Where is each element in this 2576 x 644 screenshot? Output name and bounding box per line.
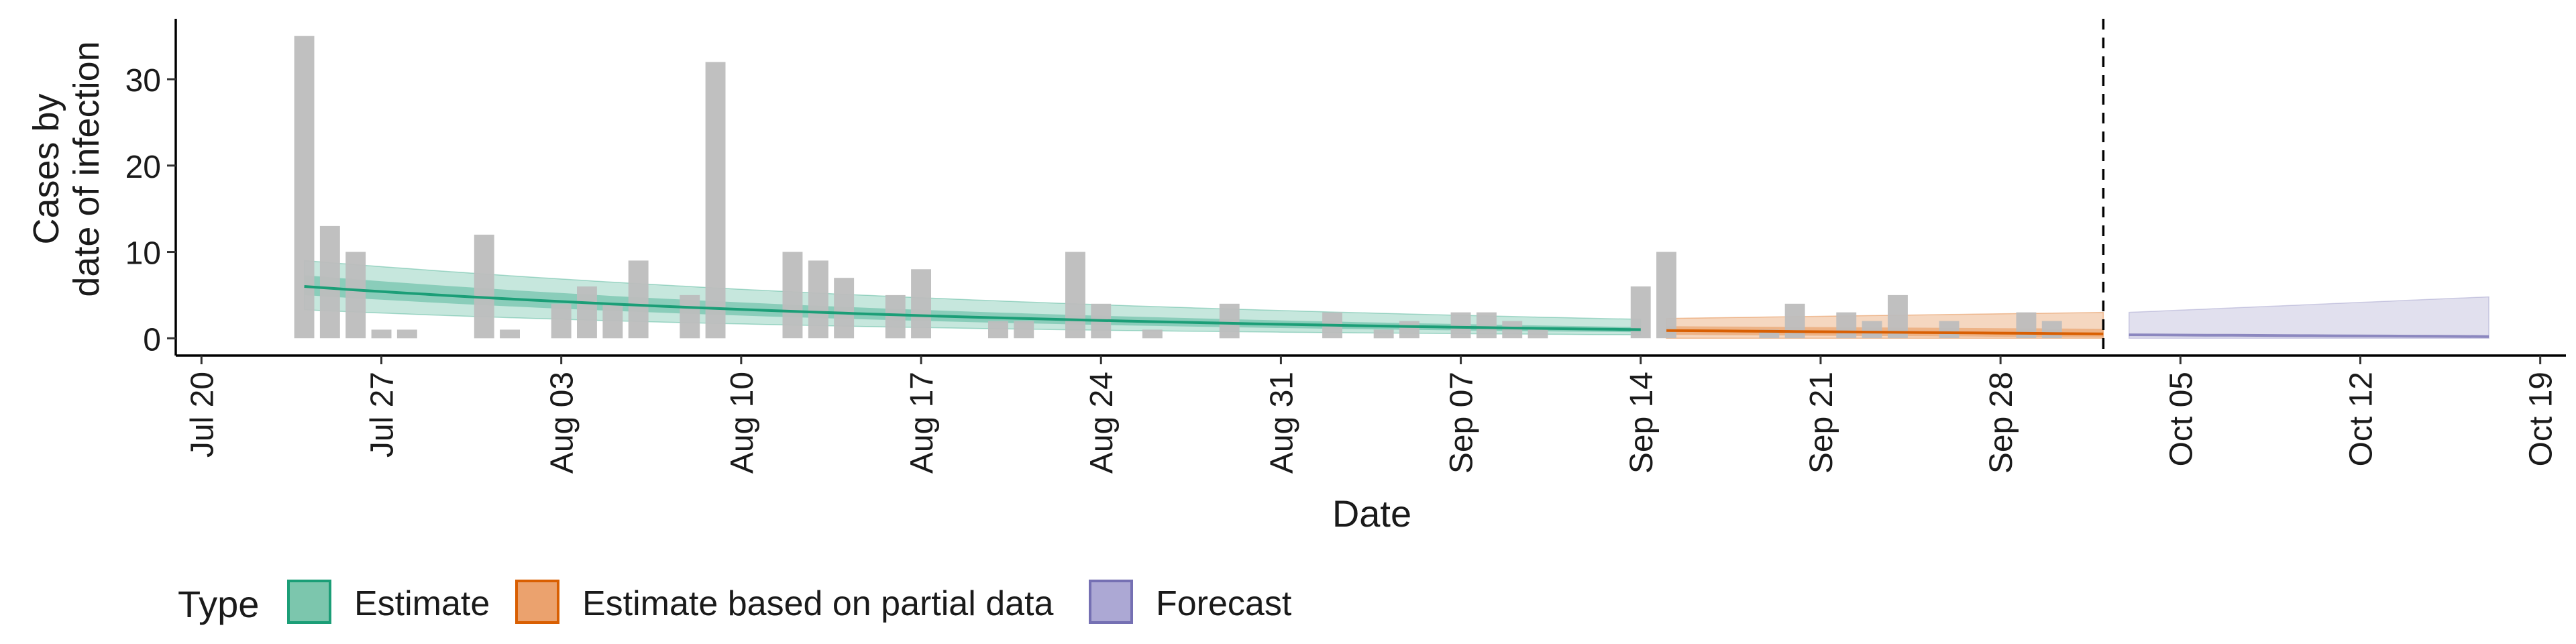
bar-2020-09-04 xyxy=(1373,329,1394,339)
y-tick-label-10: 10 xyxy=(125,236,161,272)
x-tick-label-2020-07-20: Jul 20 xyxy=(184,372,220,458)
y-axis-label-line-2: date of infection xyxy=(66,41,107,297)
legend-key-0 xyxy=(287,580,331,624)
bar-2020-07-28 xyxy=(396,329,417,339)
bars xyxy=(294,36,2062,339)
legend-label-2: Forecast xyxy=(1156,584,1292,623)
y-tick-label-0: 0 xyxy=(143,322,161,358)
bar-2020-08-12 xyxy=(782,252,803,339)
y-tick-label-20: 20 xyxy=(125,150,161,185)
x-tick-label-2020-08-10: Aug 10 xyxy=(724,372,760,474)
bar-2020-09-09 xyxy=(1502,321,1523,339)
bar-2020-08-13 xyxy=(808,260,828,339)
bar-2020-08-08 xyxy=(680,294,700,339)
bar-2020-07-31 xyxy=(474,234,494,339)
y-axis-label-line-1: Cases by xyxy=(26,93,66,244)
bar-2020-09-08 xyxy=(1477,312,1497,339)
bar-2020-08-26 xyxy=(1142,329,1163,339)
bar-2020-07-25 xyxy=(319,225,340,339)
bar-2020-08-21 xyxy=(1014,321,1034,339)
forecast-median-line xyxy=(2129,333,2489,338)
x-tick-label-2020-09-07: Sep 07 xyxy=(1444,372,1480,474)
partial-median-line xyxy=(1666,329,2104,335)
legend-key-2 xyxy=(1089,580,1133,624)
estimate-median-line xyxy=(304,285,1641,331)
x-tick-labels: Jul 20 Jul 27 Aug 03 Aug 10 Aug 17 Aug 24 Aug … xyxy=(184,372,2559,474)
bar-2020-09-23 xyxy=(1862,321,1882,339)
bar-2020-08-05 xyxy=(602,303,623,339)
bar-2020-09-26 xyxy=(1939,321,1960,339)
bar-2020-08-14 xyxy=(834,278,855,339)
bar-2020-08-03 xyxy=(551,303,572,339)
bar-2020-09-15 xyxy=(1656,252,1676,339)
bar-2020-08-01 xyxy=(500,329,520,339)
bar-2020-08-06 xyxy=(628,260,649,339)
bar-2020-07-26 xyxy=(345,252,366,339)
legend: Type Estimate Estimate based on partial d… xyxy=(178,580,1292,625)
bar-2020-09-30 xyxy=(2041,321,2062,339)
x-tick-label-2020-08-31: Aug 31 xyxy=(1264,372,1299,474)
legend-title: Type xyxy=(178,583,259,625)
bar-2020-08-09 xyxy=(705,62,726,339)
bar-2020-08-16 xyxy=(885,294,906,339)
x-tick-label-2020-09-28: Sep 28 xyxy=(1984,372,2019,474)
legend-label-1: Estimate based on partial data xyxy=(582,584,1054,623)
bar-2020-08-17 xyxy=(911,269,931,339)
bar-2020-08-04 xyxy=(577,286,597,339)
x-tick-label-2020-10-05: Oct 05 xyxy=(2163,372,2199,466)
legend-key-1 xyxy=(515,580,559,624)
x-tick-label-2020-09-14: Sep 14 xyxy=(1624,372,1660,474)
x-tick-label-2020-10-12: Oct 12 xyxy=(2344,372,2379,466)
bar-2020-07-24 xyxy=(294,36,315,339)
bar-2020-09-22 xyxy=(1836,312,1857,339)
y-tick-labels: 0 10 20 30 xyxy=(125,63,161,358)
bar-2020-09-07 xyxy=(1450,312,1471,339)
forecast-band xyxy=(2128,296,2489,339)
median-lines xyxy=(304,285,2489,338)
bar-2020-07-27 xyxy=(371,329,392,339)
x-tick-label-2020-10-19: Oct 19 xyxy=(2524,372,2559,466)
x-tick-label-2020-07-27: Jul 27 xyxy=(365,372,400,458)
x-tick-label-2020-09-21: Sep 21 xyxy=(1804,372,1839,474)
bar-2020-08-20 xyxy=(988,321,1008,339)
bar-2020-08-29 xyxy=(1219,303,1240,339)
x-axis-label: Date xyxy=(1332,492,1411,535)
y-tick-label-30: 30 xyxy=(125,63,161,99)
x-tick-label-2020-08-24: Aug 24 xyxy=(1084,372,1120,474)
bar-2020-09-20 xyxy=(1784,303,1805,339)
x-tick-label-2020-08-03: Aug 03 xyxy=(545,372,580,474)
legend-label-0: Estimate xyxy=(354,584,490,623)
bar-2020-08-23 xyxy=(1065,252,1085,339)
bar-2020-09-10 xyxy=(1527,329,1548,339)
x-tick-label-2020-08-17: Aug 17 xyxy=(904,372,940,474)
axes xyxy=(167,19,2566,364)
bar-2020-09-05 xyxy=(1399,321,1419,339)
